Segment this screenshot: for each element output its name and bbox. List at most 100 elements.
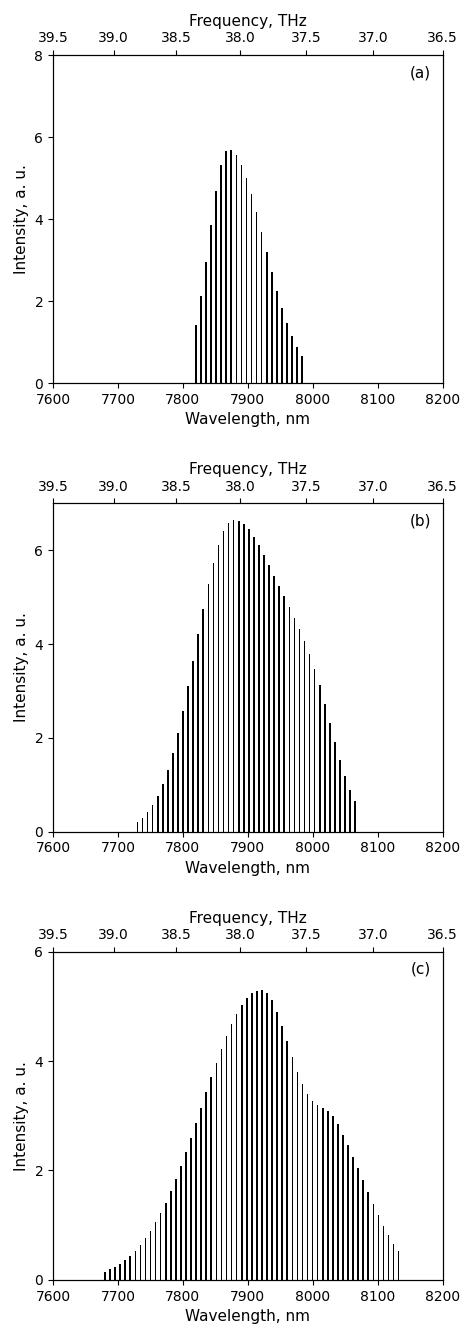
Bar xyxy=(398,1251,400,1280)
Bar xyxy=(150,1231,151,1280)
Bar xyxy=(317,1105,319,1280)
Bar xyxy=(261,990,263,1280)
Bar xyxy=(304,641,305,831)
X-axis label: Wavelength, nm: Wavelength, nm xyxy=(185,1309,310,1325)
Bar xyxy=(246,998,247,1280)
Bar xyxy=(352,1156,354,1280)
Bar xyxy=(301,356,303,383)
Bar xyxy=(195,1123,197,1280)
Bar xyxy=(201,1108,202,1280)
X-axis label: Frequency, THz: Frequency, THz xyxy=(189,13,307,29)
Bar xyxy=(233,520,235,831)
X-axis label: Frequency, THz: Frequency, THz xyxy=(189,462,307,478)
Bar xyxy=(293,618,295,831)
Bar xyxy=(165,1203,166,1280)
Bar xyxy=(220,165,222,383)
Bar xyxy=(261,233,263,383)
Bar xyxy=(187,686,189,831)
Bar xyxy=(119,1264,121,1280)
Bar xyxy=(162,784,164,831)
Bar xyxy=(373,1204,374,1280)
Bar xyxy=(256,213,257,383)
Text: (b): (b) xyxy=(410,514,431,529)
Bar xyxy=(157,796,158,831)
X-axis label: Wavelength, nm: Wavelength, nm xyxy=(185,412,310,427)
Bar xyxy=(276,1012,278,1280)
Bar xyxy=(226,151,227,383)
Bar xyxy=(307,1094,308,1280)
Bar xyxy=(378,1215,379,1280)
Bar xyxy=(114,1267,116,1280)
Bar xyxy=(205,1092,207,1280)
Bar xyxy=(152,805,154,831)
Bar xyxy=(160,1214,162,1280)
Bar xyxy=(273,575,275,831)
Bar xyxy=(195,325,197,383)
X-axis label: Frequency, THz: Frequency, THz xyxy=(189,911,307,926)
Bar xyxy=(223,531,224,831)
Bar xyxy=(216,1062,217,1280)
Bar xyxy=(349,789,351,831)
Bar xyxy=(342,1135,344,1280)
Bar xyxy=(212,562,214,831)
Bar xyxy=(258,546,260,831)
Bar xyxy=(271,1001,273,1280)
Bar xyxy=(155,1223,156,1280)
Bar xyxy=(324,704,326,831)
Bar xyxy=(268,565,270,831)
Bar xyxy=(256,990,258,1280)
Bar xyxy=(282,1025,283,1280)
Bar xyxy=(322,1108,324,1280)
Bar xyxy=(172,752,173,831)
Bar xyxy=(236,155,237,383)
Bar xyxy=(192,661,194,831)
Bar xyxy=(210,225,212,383)
Bar xyxy=(312,1101,313,1280)
Bar xyxy=(200,296,202,383)
Bar xyxy=(281,308,283,383)
Bar xyxy=(253,537,255,831)
Bar xyxy=(190,1137,192,1280)
Bar xyxy=(170,1191,172,1280)
Bar xyxy=(208,585,209,831)
Bar xyxy=(337,1124,339,1280)
Bar xyxy=(230,150,232,383)
Bar xyxy=(135,1251,136,1280)
Bar xyxy=(238,520,239,831)
Text: (c): (c) xyxy=(410,962,431,977)
Bar xyxy=(236,1014,237,1280)
Bar xyxy=(218,545,219,831)
Bar xyxy=(367,1192,369,1280)
Bar xyxy=(296,347,298,383)
Bar xyxy=(251,194,252,383)
Bar xyxy=(177,733,179,831)
Bar xyxy=(246,178,247,383)
Bar xyxy=(327,1112,328,1280)
Bar xyxy=(344,776,346,831)
Bar xyxy=(205,262,207,383)
Bar xyxy=(182,710,184,831)
Bar xyxy=(357,1168,359,1280)
Text: (a): (a) xyxy=(410,66,431,80)
Bar xyxy=(124,1260,126,1280)
Bar xyxy=(263,555,265,831)
Bar xyxy=(334,741,336,831)
Bar xyxy=(241,1005,243,1280)
Bar xyxy=(197,634,199,831)
Y-axis label: Intensity, a. u.: Intensity, a. u. xyxy=(14,1061,29,1171)
Bar xyxy=(180,1165,182,1280)
Bar xyxy=(202,609,204,831)
Bar xyxy=(185,1152,187,1280)
Bar xyxy=(129,1256,131,1280)
Bar xyxy=(363,1180,364,1280)
Bar xyxy=(299,629,301,831)
Bar xyxy=(142,818,143,831)
Bar xyxy=(329,723,331,831)
Bar xyxy=(137,822,138,831)
Bar xyxy=(231,1024,232,1280)
Bar xyxy=(228,523,229,831)
Y-axis label: Intensity, a. u.: Intensity, a. u. xyxy=(14,613,29,723)
Bar xyxy=(289,607,290,831)
Bar xyxy=(393,1244,394,1280)
Bar xyxy=(319,685,320,831)
